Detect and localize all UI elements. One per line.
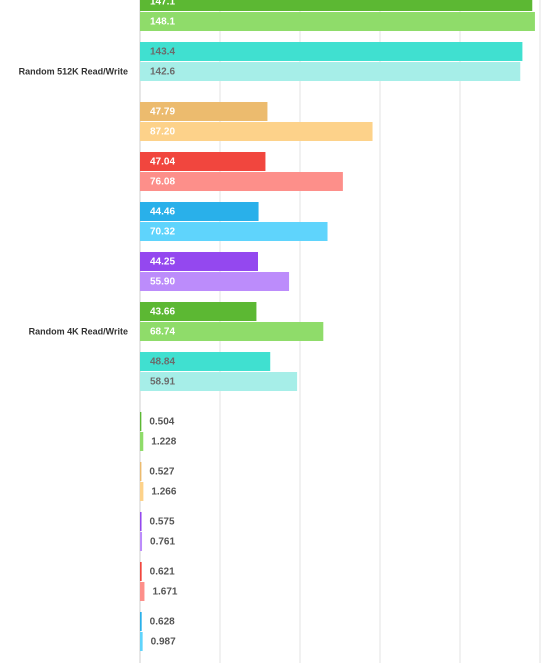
bar [140,102,268,121]
value-label: 44.25 [150,257,175,268]
bar [140,222,328,241]
value-label: 58.91 [150,377,175,388]
bar [140,482,144,501]
value-label: 68.74 [150,327,175,338]
value-label: 44.46 [150,207,175,218]
bar [140,122,373,141]
bar [140,532,143,551]
bar [140,62,521,81]
value-label: 0.527 [149,467,174,478]
value-label: 1.228 [151,437,176,448]
bar [140,12,535,31]
value-label: 147.1 [150,0,175,8]
value-label: 0.987 [151,637,176,648]
value-label: 48.84 [150,357,175,368]
value-label: 0.621 [150,567,175,578]
bar [140,432,144,451]
bar [140,302,257,321]
value-label: 0.628 [150,617,175,628]
bar [140,202,259,221]
value-label: 76.08 [150,177,175,188]
bar [140,42,523,61]
value-label: 55.90 [150,277,175,288]
bar [140,562,142,581]
bar [140,172,343,191]
bar [140,372,298,391]
value-label: 1.266 [151,487,176,498]
value-label: 47.79 [150,107,175,118]
bar [140,0,533,11]
value-label: 87.20 [150,127,175,138]
bar [140,352,271,371]
bar [140,612,142,631]
value-label: 0.504 [149,417,174,428]
bar [140,582,145,601]
value-label: 47.04 [150,157,175,168]
bar [140,322,324,341]
bar [140,632,143,651]
value-label: 143.4 [150,47,175,58]
category-label: Random 512K Read/Write [19,66,128,76]
value-label: 43.66 [150,307,175,318]
bar [140,462,142,481]
bar [140,252,258,271]
value-label: 1.671 [152,587,177,598]
value-label: 0.761 [150,537,175,548]
value-label: 142.6 [150,67,175,78]
bar [140,412,142,431]
bar [140,512,142,531]
bar [140,272,290,291]
value-label: 148.1 [150,17,175,28]
category-label: Random 4K Read/Write [29,326,128,336]
value-label: 0.575 [150,517,175,528]
bar [140,152,266,171]
value-label: 70.32 [150,227,175,238]
